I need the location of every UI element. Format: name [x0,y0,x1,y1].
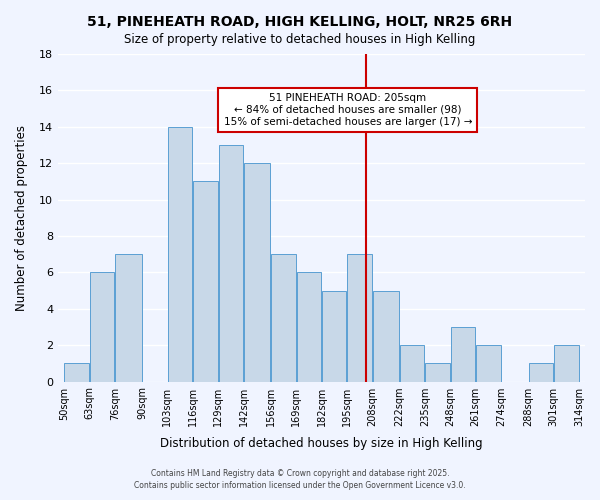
Bar [425,364,450,382]
Bar [347,254,372,382]
Bar [476,345,500,382]
Bar [451,327,475,382]
Bar [64,364,89,382]
Bar [244,163,271,382]
Bar [529,364,553,382]
Bar [115,254,142,382]
Bar [373,290,399,382]
X-axis label: Distribution of detached houses by size in High Kelling: Distribution of detached houses by size … [160,437,483,450]
Text: Contains HM Land Registry data © Crown copyright and database right 2025.
Contai: Contains HM Land Registry data © Crown c… [134,468,466,490]
Bar [400,345,424,382]
Bar [271,254,296,382]
Bar [90,272,114,382]
Text: 51 PINEHEATH ROAD: 205sqm
← 84% of detached houses are smaller (98)
15% of semi-: 51 PINEHEATH ROAD: 205sqm ← 84% of detac… [224,94,472,126]
Bar [322,290,346,382]
Text: 51, PINEHEATH ROAD, HIGH KELLING, HOLT, NR25 6RH: 51, PINEHEATH ROAD, HIGH KELLING, HOLT, … [88,15,512,29]
Y-axis label: Number of detached properties: Number of detached properties [15,125,28,311]
Bar [168,127,192,382]
Bar [554,345,578,382]
Bar [193,182,218,382]
Text: Size of property relative to detached houses in High Kelling: Size of property relative to detached ho… [124,32,476,46]
Bar [218,145,243,382]
Bar [296,272,321,382]
